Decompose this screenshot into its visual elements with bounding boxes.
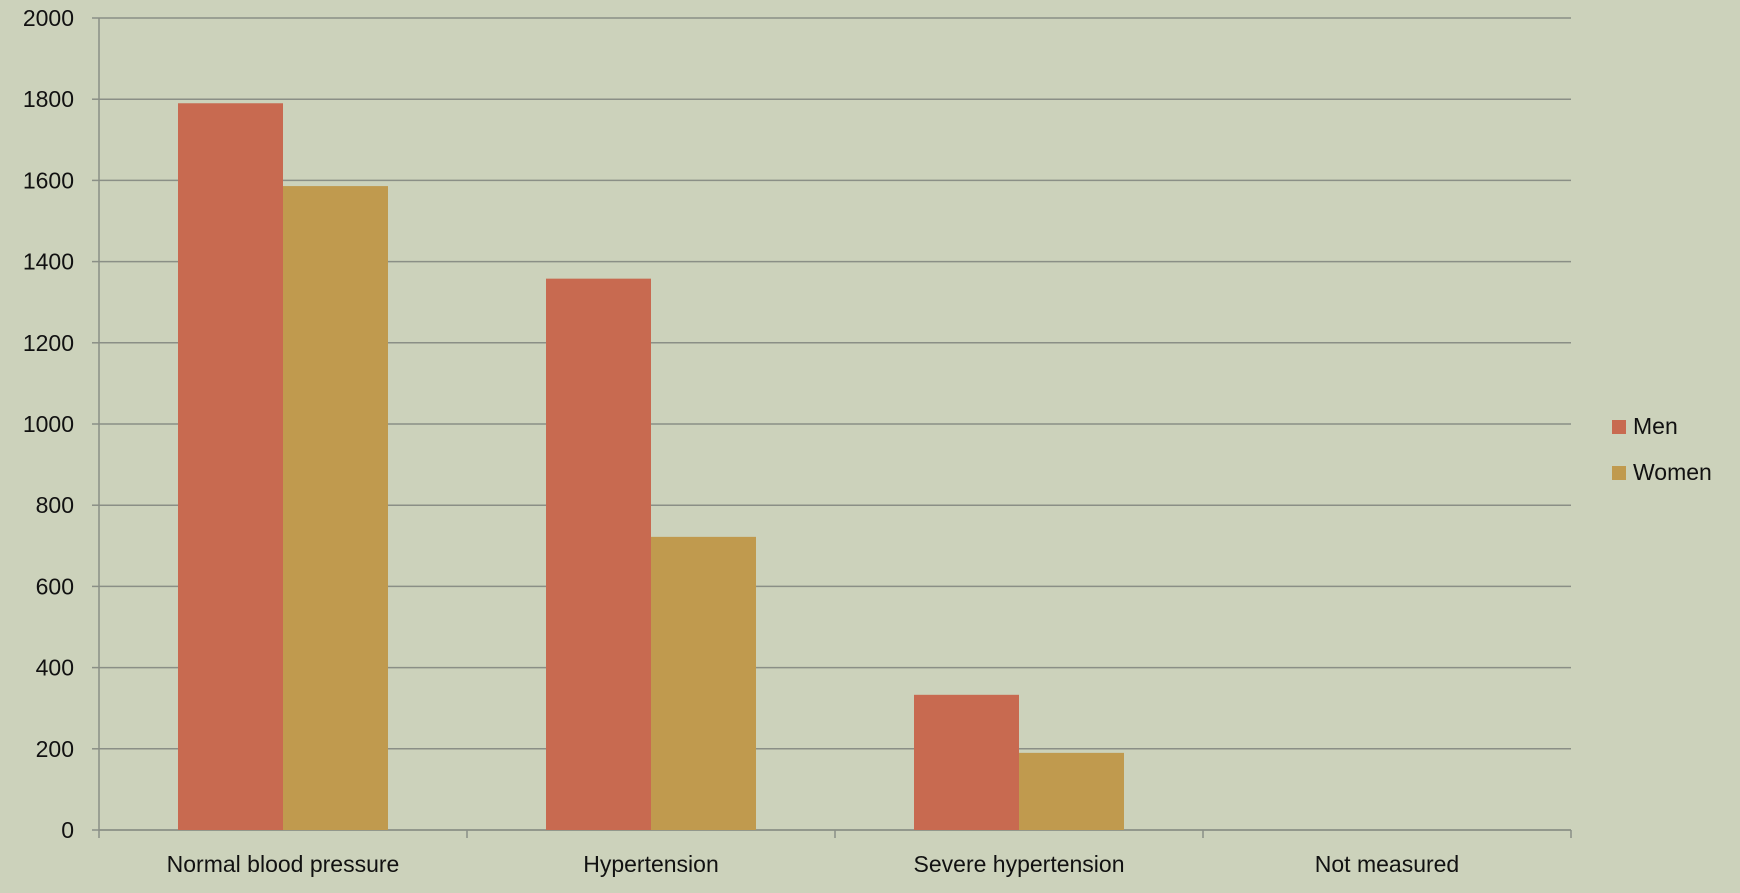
y-tick-label: 200 — [36, 736, 74, 762]
legend: Men Women — [1612, 413, 1712, 485]
y-tick-label: 1800 — [23, 86, 74, 112]
y-tick-label: 600 — [36, 573, 74, 599]
y-tick-label: 1600 — [23, 167, 74, 193]
y-tick-label: 1200 — [23, 330, 74, 356]
bar-men-0 — [178, 103, 283, 830]
y-tick-label: 400 — [36, 655, 74, 681]
legend-label-men: Men — [1633, 413, 1678, 439]
y-tick-label: 1400 — [23, 249, 74, 275]
x-tick-label: Severe hypertension — [914, 851, 1125, 877]
bar-women-0 — [283, 186, 388, 831]
bars — [178, 103, 1124, 831]
bar-men-1 — [546, 278, 651, 831]
x-tick-label: Normal blood pressure — [167, 851, 400, 877]
y-tick-label: 1000 — [23, 411, 74, 437]
legend-swatch-men — [1612, 420, 1626, 434]
y-tick-label: 0 — [61, 817, 74, 843]
y-tick-label: 2000 — [23, 5, 74, 31]
bar-women-2 — [1019, 752, 1124, 830]
bar-women-1 — [651, 536, 756, 830]
legend-label-women: Women — [1633, 459, 1712, 485]
bar-men-2 — [914, 694, 1019, 830]
x-tick-label: Not measured — [1315, 851, 1459, 877]
y-tick-labels: 0 200 400 600 800 1000 1200 1400 1600 1800 2000 — [23, 5, 74, 843]
x-tick-labels: Normal blood pressure Hypertension Severe … — [167, 851, 1460, 877]
x-tick-label: Hypertension — [583, 851, 719, 877]
y-tick-label: 800 — [36, 492, 74, 518]
legend-swatch-women — [1612, 466, 1626, 480]
